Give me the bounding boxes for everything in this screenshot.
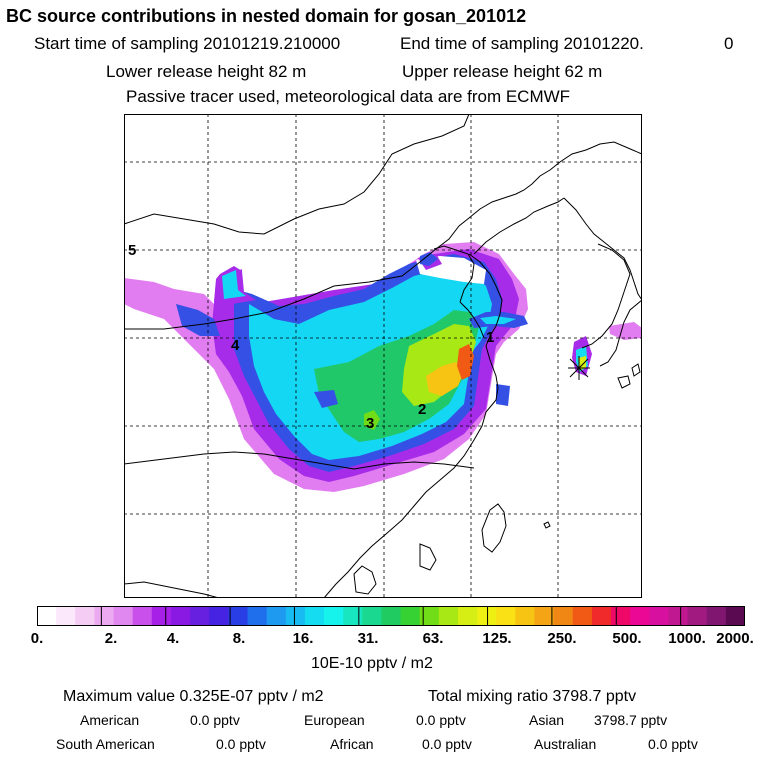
source-contribution-map: 5 4 3 2 1 xyxy=(124,114,642,598)
colorbar-swatch xyxy=(75,606,95,626)
colorbar xyxy=(37,606,745,626)
region-label-2: 2 xyxy=(418,401,426,418)
colorbar-swatch xyxy=(94,606,115,626)
colorbar-swatch xyxy=(668,606,689,626)
region-value-american: 0.0 pptv xyxy=(190,712,240,728)
colorbar-swatch xyxy=(553,606,574,626)
colorbar-swatch xyxy=(37,606,57,626)
colorbar-swatch xyxy=(419,606,440,626)
region-name-african: African xyxy=(330,736,374,752)
maximum-value: Maximum value 0.325E-07 pptv / m2 xyxy=(63,688,324,705)
colorbar-tick: 125. xyxy=(482,630,512,647)
colorbar-swatch xyxy=(534,606,555,626)
colorbar-swatch xyxy=(515,606,536,626)
region-label-5: 5 xyxy=(128,242,136,259)
colorbar-frame xyxy=(37,606,745,626)
colorbar-swatch xyxy=(400,606,421,626)
region-label-1: 1 xyxy=(486,329,494,346)
colorbar-swatch xyxy=(477,606,497,626)
colorbar-swatch xyxy=(630,606,650,626)
colorbar-swatch xyxy=(381,606,402,626)
colorbar-tick: 250. xyxy=(547,630,577,647)
region-label-4: 4 xyxy=(231,337,240,354)
colorbar-swatch xyxy=(438,606,459,626)
colorbar-swatch xyxy=(56,606,76,626)
colorbar-swatch xyxy=(170,606,191,626)
region-value-australian: 0.0 pptv xyxy=(648,736,698,752)
tracer-note: Passive tracer used, meteorological data… xyxy=(126,87,571,106)
region-label-3: 3 xyxy=(366,415,374,432)
colorbar-tick: 8. xyxy=(232,630,246,647)
sampling-start: Start time of sampling 20101219.210000 xyxy=(34,34,341,53)
colorbar-swatch xyxy=(190,606,210,626)
colorbar-swatch xyxy=(113,606,134,626)
colorbar-tick: 0. xyxy=(30,630,44,647)
colorbar-units: 10E-10 pptv / m2 xyxy=(311,655,433,672)
total-mixing-ratio: Total mixing ratio 3798.7 pptv xyxy=(428,688,637,705)
lower-release-height: Lower release height 82 m xyxy=(106,62,307,81)
colorbar-swatch xyxy=(572,606,593,626)
colorbar-swatch xyxy=(706,606,727,626)
colorbar-swatch xyxy=(228,606,248,626)
colorbar-tick: 2000. xyxy=(716,630,754,647)
colorbar-tick: 16. xyxy=(292,630,314,647)
colorbar-swatch xyxy=(496,606,516,626)
region-name-asian: Asian xyxy=(529,712,565,728)
colorbar-swatch xyxy=(649,606,669,626)
sampling-end: End time of sampling 20101220. xyxy=(400,34,644,53)
colorbar-tick: 63. xyxy=(422,630,444,647)
colorbar-swatch xyxy=(591,606,612,626)
colorbar-swatch xyxy=(687,606,708,626)
colorbar-tick: 4. xyxy=(166,630,180,647)
region-name-american: American xyxy=(80,712,140,728)
colorbar-swatch xyxy=(285,606,306,626)
sampling-end-suffix: 0 xyxy=(724,34,734,53)
region-value-asian: 3798.7 pptv xyxy=(594,712,668,728)
plot-title: BC source contributions in nested domain… xyxy=(6,6,527,26)
region-name-south-american: South American xyxy=(56,736,155,752)
colorbar-swatch xyxy=(209,606,229,626)
colorbar-tick: 500. xyxy=(612,630,642,647)
map-frame xyxy=(124,114,642,598)
graticule xyxy=(124,114,642,598)
colorbar-tick: 2. xyxy=(104,630,118,647)
region-value-african: 0.0 pptv xyxy=(422,736,472,752)
colorbar-swatch xyxy=(132,606,153,626)
plume-shading xyxy=(124,242,642,492)
colorbar-tick: 31. xyxy=(357,630,379,647)
colorbar-swatch xyxy=(247,606,268,626)
colorbar-swatch xyxy=(343,606,363,626)
region-name-european: European xyxy=(304,712,365,728)
colorbar-tick: 1000. xyxy=(668,630,706,647)
region-value-european: 0.0 pptv xyxy=(416,712,466,728)
upper-release-height: Upper release height 62 m xyxy=(402,62,603,81)
colorbar-swatch xyxy=(304,606,325,626)
region-value-south-american: 0.0 pptv xyxy=(216,736,266,752)
region-name-australian: Australian xyxy=(534,736,597,752)
colorbar-swatch xyxy=(362,606,382,626)
colorbar-swatch xyxy=(266,606,287,626)
colorbar-swatch xyxy=(457,606,478,626)
receptor-star-icon xyxy=(568,356,590,380)
colorbar-swatch xyxy=(611,606,631,626)
colorbar-swatch xyxy=(324,606,344,626)
colorbar-swatch xyxy=(151,606,172,626)
colorbar-swatch xyxy=(725,606,745,626)
